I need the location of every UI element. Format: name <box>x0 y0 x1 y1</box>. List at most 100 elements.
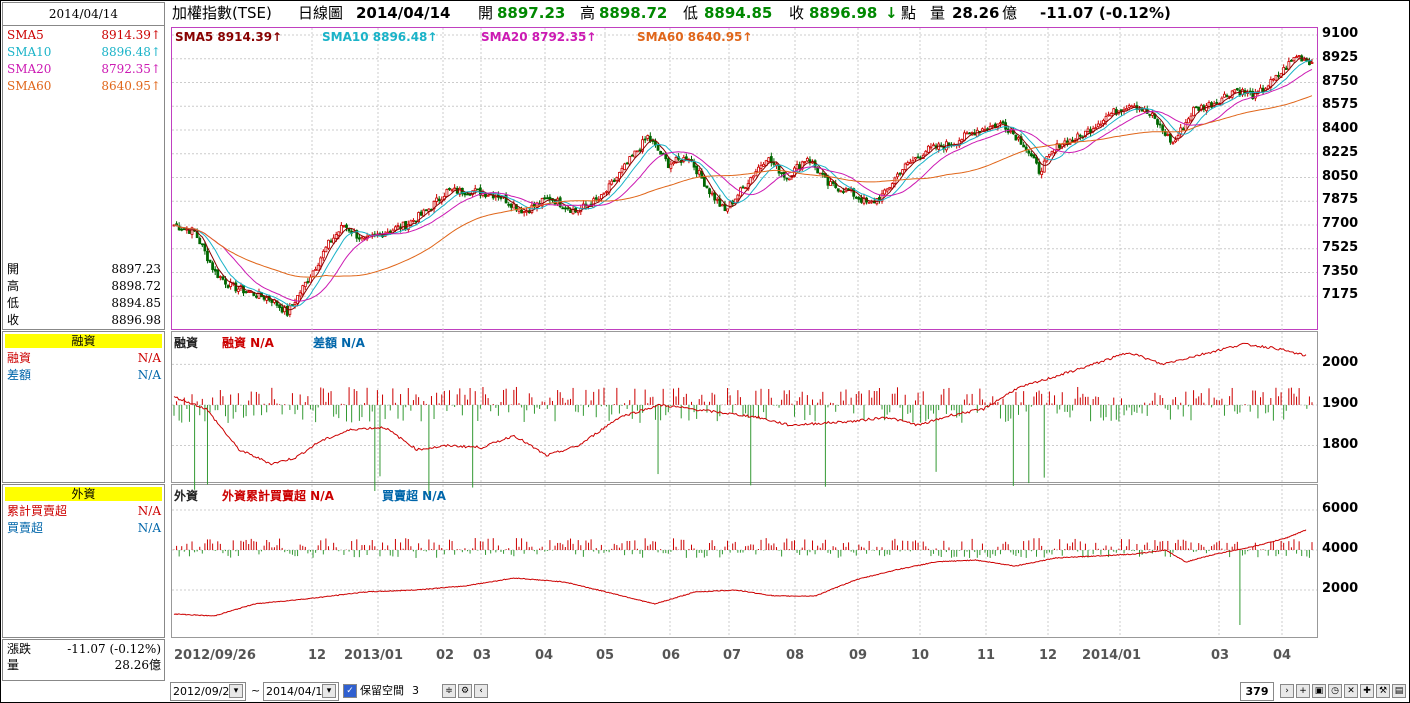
x-axis-tick: 12 <box>308 648 327 663</box>
spin-icon[interactable]: ≑ <box>442 684 456 698</box>
price-y-tick: 9100 <box>1322 26 1359 41</box>
sma-label: SMA10 <box>7 45 52 59</box>
price-y-tick: 8575 <box>1322 97 1359 113</box>
legend-item: 融資 N/A <box>222 336 274 350</box>
info-row: 累計買賣超 N/A <box>7 503 161 519</box>
price-y-tick: 8400 <box>1322 121 1359 136</box>
bar-count[interactable]: 379 <box>1240 682 1274 701</box>
x-axis-tick: 2012/09/26 <box>174 648 256 663</box>
zoom-in-icon[interactable]: + <box>1296 684 1310 698</box>
date-from-dropdown-icon[interactable]: ▾ <box>229 684 243 698</box>
legend-item: 外資 <box>174 489 199 503</box>
date-to-dropdown-icon[interactable]: ▾ <box>322 684 336 698</box>
margin-y-tick: 1900 <box>1322 395 1359 411</box>
volume-label-header: 量 <box>930 4 946 22</box>
sma-label: SMA60 <box>7 79 52 93</box>
price-y-tick: 7525 <box>1322 239 1359 255</box>
unit-label: 點 <box>901 4 917 22</box>
sma-row: SMA20 8792.35↑ <box>7 61 161 77</box>
clock-icon[interactable]: ◷ <box>1328 684 1342 698</box>
x-axis-tick: 07 <box>723 648 742 663</box>
info-value: N/A <box>137 368 161 382</box>
tool-icon[interactable]: ⚒ <box>1376 684 1390 698</box>
ohlc-label: 開 <box>7 262 20 276</box>
scroll-right-icon[interactable]: › <box>1280 684 1294 698</box>
legend-item: 差額 N/A <box>313 336 365 350</box>
volume-value: 28.26億 <box>114 658 161 672</box>
low-value: 8894.85 <box>704 4 773 22</box>
ohlc-row: 開 8897.23 <box>7 261 161 277</box>
scroll-left-icon[interactable]: ‹ <box>474 684 488 698</box>
price-y-tick: 8050 <box>1322 168 1359 184</box>
low-label: 低 <box>683 4 699 22</box>
reserve-label: 保留空間 <box>360 684 404 697</box>
x-axis-tick: 2013/01 <box>344 648 404 663</box>
date-from-value: 2012/09/26 <box>173 685 237 698</box>
period-label: 日線圖 <box>298 4 344 22</box>
margin-y-tick: 1800 <box>1322 436 1359 452</box>
sma-label: SMA20 <box>7 62 52 76</box>
high-value: 8898.72 <box>599 4 668 22</box>
calendar-icon[interactable]: ▣ <box>1312 684 1326 698</box>
price-info-panel: 2014/04/14 SMA5 8914.39↑ SMA10 8896.48↑ SMA2… <box>2 2 165 330</box>
reserve-value[interactable]: 3 <box>412 684 419 697</box>
price-panel[interactable] <box>171 27 1318 330</box>
legend-item: 融資 <box>174 336 199 350</box>
x-axis-tick: 10 <box>911 648 930 663</box>
x-axis-tick: 06 <box>662 648 681 663</box>
close-value: 8896.98 <box>809 4 878 22</box>
chart-type-icon[interactable]: ▤ <box>1392 684 1406 698</box>
info-row: 買賣超 N/A <box>7 520 161 536</box>
foreign-y-tick: 2000 <box>1322 581 1359 596</box>
change-info-panel: 漲跌 -11.07 (-0.12%) 量 28.26億 <box>2 639 165 681</box>
ohlc-value: 8898.72 <box>111 279 161 293</box>
info-label: 融資 <box>7 351 32 365</box>
info-row: 差額 N/A <box>7 367 161 383</box>
legend-item: SMA60 8640.95↑ <box>637 30 753 44</box>
x-axis-tick: 03 <box>1211 648 1230 663</box>
margin-info-panel: 融資 融資 N/A 差額 N/A <box>2 331 165 483</box>
ohlc-value: 8896.98 <box>111 313 161 327</box>
high-label: 高 <box>580 4 596 22</box>
legend-item: 買賣超 N/A <box>382 489 446 503</box>
sma-row: SMA60 8640.95↑ <box>7 78 161 94</box>
header-date: 2014/04/14 <box>356 4 451 22</box>
date-to-select[interactable]: 2014/04/14 <box>263 682 339 701</box>
close-label: 收 <box>789 4 805 22</box>
sma-label: SMA5 <box>7 28 44 42</box>
change-value: -11.07 (-0.12%) <box>67 642 161 656</box>
ohlc-row: 收 8896.98 <box>7 312 161 328</box>
margin-panel[interactable] <box>171 331 1318 483</box>
x-axis-tick: 04 <box>1273 648 1292 663</box>
price-y-tick: 7700 <box>1322 216 1359 231</box>
foreign-title: 外資 <box>5 487 162 501</box>
volume-unit: 億 <box>1002 4 1018 22</box>
sma-row: SMA10 8896.48↑ <box>7 44 161 60</box>
info-value: N/A <box>137 521 161 535</box>
foreign-panel[interactable] <box>171 484 1318 638</box>
x-axis-tick: 2014/01 <box>1082 648 1142 663</box>
sma-row: SMA5 8914.39↑ <box>7 27 161 43</box>
price-y-tick: 7350 <box>1322 263 1359 279</box>
sma-value: 8640.95↑ <box>101 79 161 93</box>
margin-title: 融資 <box>5 334 162 348</box>
x-axis-tick: 11 <box>977 648 996 663</box>
x-axis-tick: 04 <box>535 648 554 663</box>
shrink-icon[interactable]: ✚ <box>1360 684 1374 698</box>
legend-item: SMA20 8792.35↑ <box>481 30 597 44</box>
date-from-select[interactable]: 2012/09/26 <box>170 682 246 701</box>
apply-icon[interactable]: ✓ <box>343 684 357 698</box>
ohlc-label: 低 <box>7 296 20 310</box>
foreign-info-panel: 外資 累計買賣超 N/A 買賣超 N/A <box>2 484 165 638</box>
price-y-tick: 8750 <box>1322 73 1359 89</box>
down-arrow-icon: ↓ <box>885 4 898 22</box>
settings-icon[interactable]: ⚙ <box>458 684 472 698</box>
price-y-tick: 8225 <box>1322 144 1359 160</box>
sma-value: 8914.39↑ <box>101 28 161 42</box>
ohlc-value: 8897.23 <box>111 262 161 276</box>
expand-icon[interactable]: ✕ <box>1344 684 1358 698</box>
volume-row: 量 28.26億 <box>7 657 161 673</box>
info-label: 差額 <box>7 368 32 382</box>
sma-value: 8792.35↑ <box>101 62 161 76</box>
ohlc-row: 低 8894.85 <box>7 295 161 311</box>
